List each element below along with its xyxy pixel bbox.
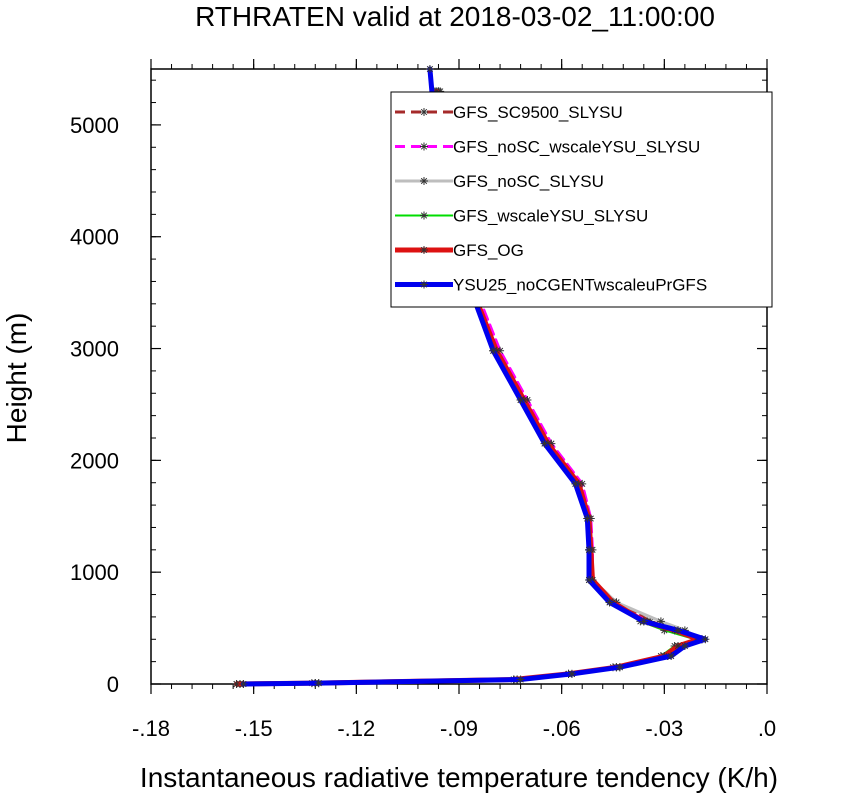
data-point (674, 641, 683, 650)
x-tick-label: -.12 (337, 716, 375, 741)
data-point (605, 598, 614, 607)
legend: GFS_SC9500_SLYSU GFS_noSC_wscaleYSU_SLYSU… (390, 91, 773, 308)
y-tick-label: 4000 (70, 225, 119, 250)
legend-marker (420, 246, 428, 254)
data-point (489, 346, 498, 355)
legend-label: GFS_wscaleYSU_SLYSU (453, 207, 648, 226)
x-tick-label: -.06 (543, 716, 581, 741)
data-point (615, 663, 624, 672)
legend-box (390, 91, 773, 308)
chart-title: RTHRATEN valid at 2018-03-02_11:00:00 (195, 1, 715, 32)
legend-label: GFS_noSC_SLYSU (453, 172, 604, 191)
data-point (516, 395, 525, 404)
x-tick-label: -.18 (132, 716, 170, 741)
data-point (667, 652, 676, 661)
legend-label: YSU25_noCGENTwscaleuPrGFS (453, 276, 707, 295)
y-tick-label: 0 (107, 672, 119, 697)
legend-label: GFS_noSC_wscaleYSU_SLYSU (453, 138, 700, 157)
data-point (583, 514, 592, 523)
data-point (425, 65, 434, 73)
legend-marker (420, 177, 428, 185)
data-point (516, 675, 525, 684)
y-tick-label: 5000 (70, 113, 119, 138)
legend-marker (420, 211, 428, 220)
x-axis: -.18 -.15 -.12 -.09 -.06 -.03 .0 (132, 59, 776, 741)
data-point (571, 479, 580, 488)
x-tick-label: -.09 (440, 716, 478, 741)
y-tick-label: 3000 (70, 337, 119, 362)
data-point (660, 626, 669, 635)
legend-marker (420, 142, 428, 151)
y-tick-label: 1000 (70, 560, 119, 585)
y-axis: 0 1000 2000 3000 4000 5000 (70, 79, 767, 697)
data-point (567, 669, 576, 678)
data-point (432, 87, 441, 96)
data-point (639, 617, 648, 626)
legend-marker (420, 108, 428, 116)
legend-label: GFS_OG (453, 241, 524, 260)
data-point (680, 641, 689, 650)
y-tick-label: 2000 (70, 448, 119, 473)
x-tick-label: -.03 (645, 716, 683, 741)
data-point (540, 439, 549, 448)
data-point (585, 545, 594, 554)
data-point (585, 576, 594, 585)
data-point (674, 626, 683, 635)
data-point (232, 680, 241, 688)
x-tick-label: -.15 (235, 716, 273, 741)
data-point (656, 617, 665, 626)
x-tick-label: .0 (758, 716, 776, 741)
data-point (239, 680, 248, 688)
x-axis-label: Instantaneous radiative temperature tend… (140, 762, 778, 793)
data-point (314, 679, 323, 688)
legend-label: GFS_SC9500_SLYSU (453, 103, 623, 122)
y-axis-label: Height (m) (1, 313, 32, 444)
data-point (701, 635, 710, 644)
legend-marker (420, 280, 428, 289)
